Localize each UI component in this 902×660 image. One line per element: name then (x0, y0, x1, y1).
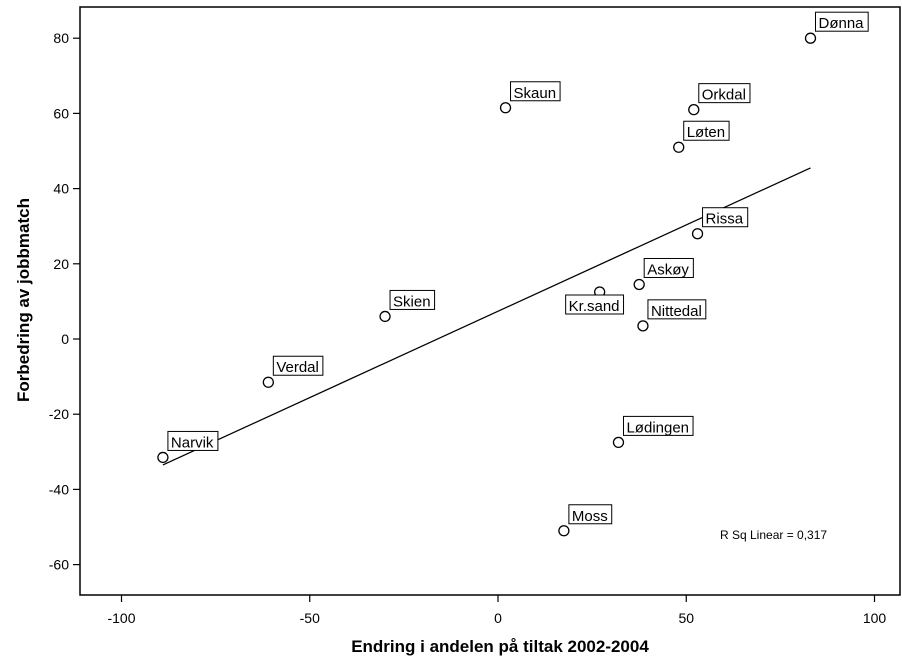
point-label: Nittedal (651, 303, 702, 320)
point-label-box (814, 11, 869, 32)
point-label-box (622, 415, 694, 436)
point-marker (612, 436, 625, 449)
r-squared-annotation: R Sq Linear = 0,317 (720, 528, 827, 542)
point-label: Kr.sand (569, 298, 620, 315)
data-point-moss: Moss (558, 504, 613, 537)
point-label-box (647, 299, 707, 320)
data-point-rissa: Rissa (691, 207, 749, 240)
point-label: Skaun (514, 85, 557, 102)
point-marker (804, 32, 817, 44)
y-tick-label: -20 (49, 406, 69, 422)
point-label: Verdal (276, 359, 319, 376)
point-label: Rissa (706, 211, 744, 228)
data-points: Dønna Skaun Orkdal Løten Rissa Askøy Kr.sand Ni… (157, 11, 869, 537)
point-marker (633, 278, 645, 291)
point-label: Askøy (647, 261, 689, 278)
point-marker (157, 451, 169, 464)
point-marker (379, 310, 391, 323)
y-tick-label: 0 (61, 331, 69, 347)
point-marker (637, 320, 649, 332)
data-point-orkdal: Orkdal (688, 83, 751, 116)
point-label-box (702, 207, 749, 228)
x-tick-label: -100 (107, 610, 135, 626)
point-label: Narvik (171, 434, 214, 451)
x-axis: -100 -50 0 50 100 (107, 595, 886, 626)
x-tick-label: 100 (863, 610, 887, 626)
data-point-l-dingen: Lødingen (612, 415, 694, 449)
point-label: Løten (687, 124, 725, 141)
y-axis-title: Forbedring av jobbmatch (14, 198, 33, 402)
data-point-d-nna: Dønna (804, 11, 869, 44)
data-point-skien: Skien (379, 289, 436, 323)
data-point-kr-sand: Kr.sand (565, 286, 625, 315)
y-axis: -60 -40 -20 0 20 40 60 80 (49, 30, 80, 573)
point-label: Dønna (818, 15, 864, 32)
point-label-box (389, 289, 436, 310)
point-label: Orkdal (702, 87, 746, 104)
y-tick-label: 20 (53, 256, 69, 272)
x-tick-label: 50 (678, 610, 694, 626)
point-marker (499, 102, 512, 114)
point-label-box (698, 83, 751, 104)
point-marker (691, 228, 704, 240)
data-point-l-ten: Løten (673, 120, 730, 153)
y-tick-label: 60 (53, 105, 69, 121)
point-label-box (565, 294, 625, 315)
point-label-box (510, 81, 561, 102)
data-point-skaun: Skaun (499, 81, 561, 114)
x-tick-label: -50 (300, 610, 320, 626)
point-label-box (568, 504, 613, 525)
point-marker (688, 103, 700, 116)
data-point-verdal: Verdal (262, 355, 324, 388)
x-axis-title: Endring i andelen på tiltak 2002-2004 (351, 637, 649, 656)
point-marker (262, 376, 274, 388)
point-label-box (643, 257, 694, 278)
point-marker (558, 525, 570, 537)
point-marker (673, 141, 685, 153)
data-point-nittedal: Nittedal (637, 299, 707, 332)
point-label-box (167, 430, 219, 451)
plot-frame (79, 6, 901, 596)
point-label-box (272, 355, 324, 376)
y-tick-label: 40 (53, 181, 69, 197)
point-label: Skien (393, 293, 431, 310)
data-point-narvik: Narvik (157, 430, 219, 464)
x-tick-label: 0 (494, 610, 502, 626)
y-tick-label: -40 (49, 481, 69, 497)
data-point-ask-y: Askøy (633, 257, 694, 291)
y-tick-label: 80 (53, 30, 69, 46)
y-tick-label: -60 (49, 557, 69, 573)
point-label: Lødingen (626, 419, 689, 436)
point-label: Moss (572, 508, 608, 525)
point-label-box (683, 120, 730, 141)
